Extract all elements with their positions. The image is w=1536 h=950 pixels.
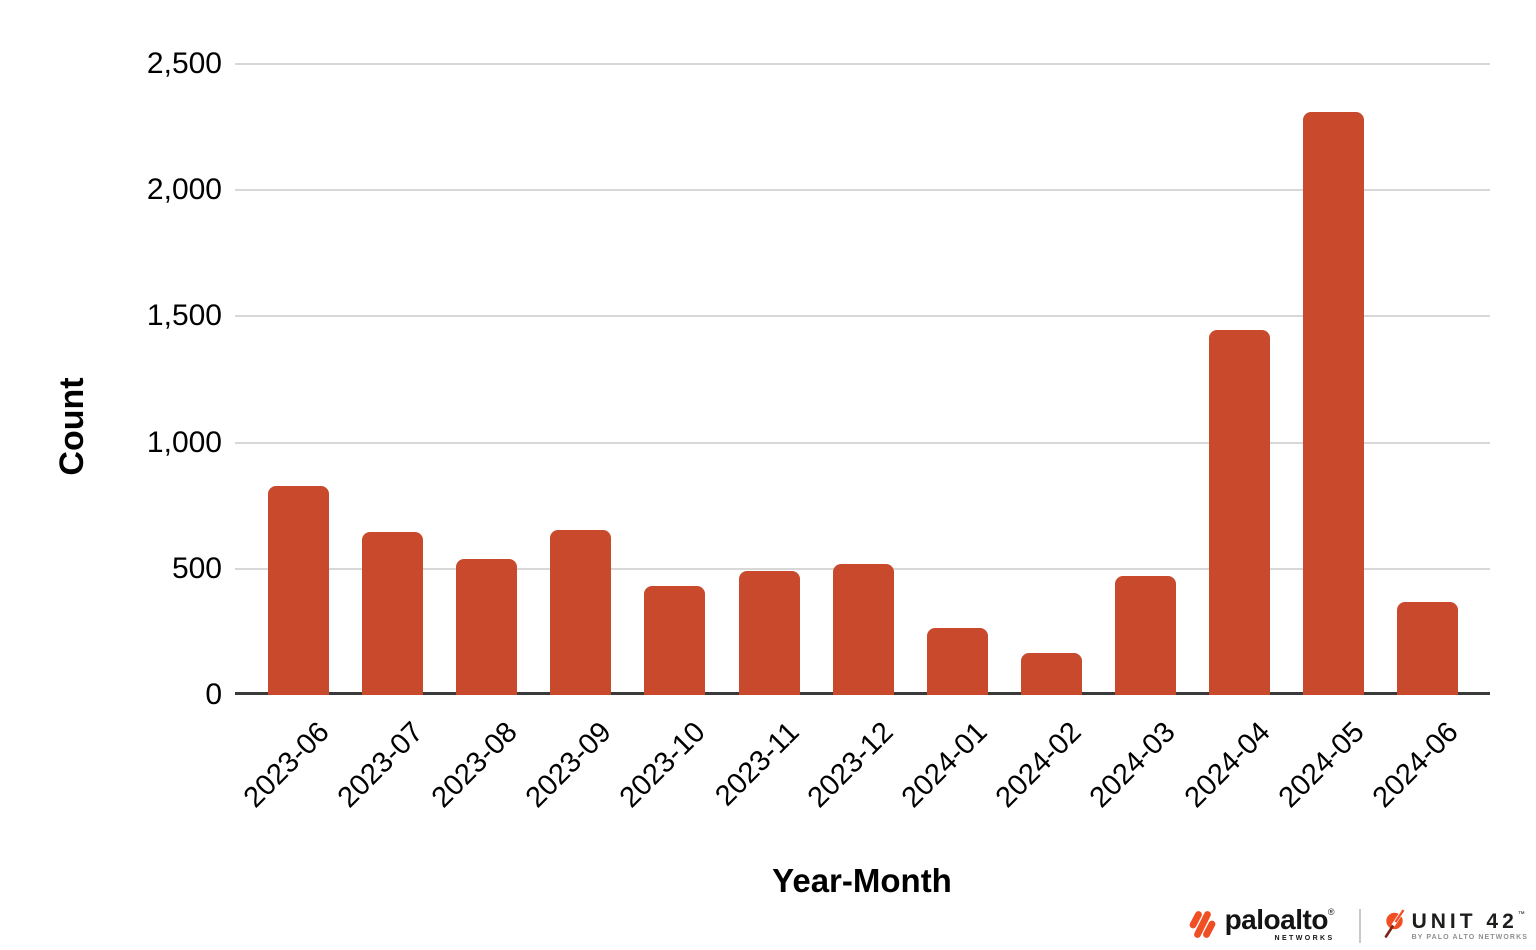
- bar-2024-06: [1397, 601, 1459, 695]
- gridline-2,500: [235, 63, 1490, 65]
- y-tick-label-1,000: 1,000: [146, 425, 222, 459]
- y-tick-label-500: 500: [171, 551, 222, 585]
- paloalto-wordmark: paloalto: [1224, 904, 1329, 935]
- y-tick-label-2,500: 2,500: [146, 47, 222, 80]
- unit42-logo-icon: [1383, 908, 1406, 944]
- unit42-logo: UNIT 42 ™ BY PALO ALTO NETWORKS: [1383, 908, 1528, 944]
- y-tick-label-0: 0: [205, 678, 222, 711]
- registered-mark: ®: [1327, 907, 1335, 917]
- gridline-2,000: [235, 189, 1490, 192]
- y-tick-label-2,000: 2,000: [146, 173, 222, 207]
- paloalto-networks-subtext: NETWORKS: [1274, 935, 1335, 942]
- x-axis-title: Year-Month: [772, 862, 952, 899]
- bar-2024-03: [1114, 576, 1176, 695]
- bar-2023-10: [644, 586, 706, 695]
- paloalto-logo-icon: [1187, 908, 1218, 946]
- bar-2023-08: [456, 558, 518, 695]
- bar-2023-09: [550, 529, 612, 695]
- y-tick-label-1,500: 1,500: [146, 299, 222, 333]
- bar-2023-11: [738, 571, 800, 695]
- trademark-mark: ™: [1517, 911, 1525, 918]
- bar-2024-05: [1303, 111, 1365, 695]
- unit42-subtext: BY PALO ALTO NETWORKS: [1411, 934, 1528, 941]
- bar-2024-04: [1209, 330, 1270, 695]
- brand-divider: [1358, 909, 1361, 943]
- bar-2023-07: [362, 532, 424, 695]
- bar-2023-12: [832, 563, 894, 695]
- paloalto-networks-logo: paloalto ® NETWORKS: [1187, 906, 1335, 946]
- bar-2023-06: [268, 485, 329, 695]
- plot-area: [235, 63, 1490, 695]
- footer-brand: paloalto ® NETWORKS UNIT 42 ™: [1187, 904, 1528, 948]
- unit42-wordmark: UNIT 42: [1411, 910, 1518, 933]
- gridline-1,000: [235, 441, 1490, 444]
- bar-2024-02: [1020, 653, 1082, 695]
- gridline-1,500: [235, 315, 1490, 318]
- bar-2024-01: [926, 628, 988, 695]
